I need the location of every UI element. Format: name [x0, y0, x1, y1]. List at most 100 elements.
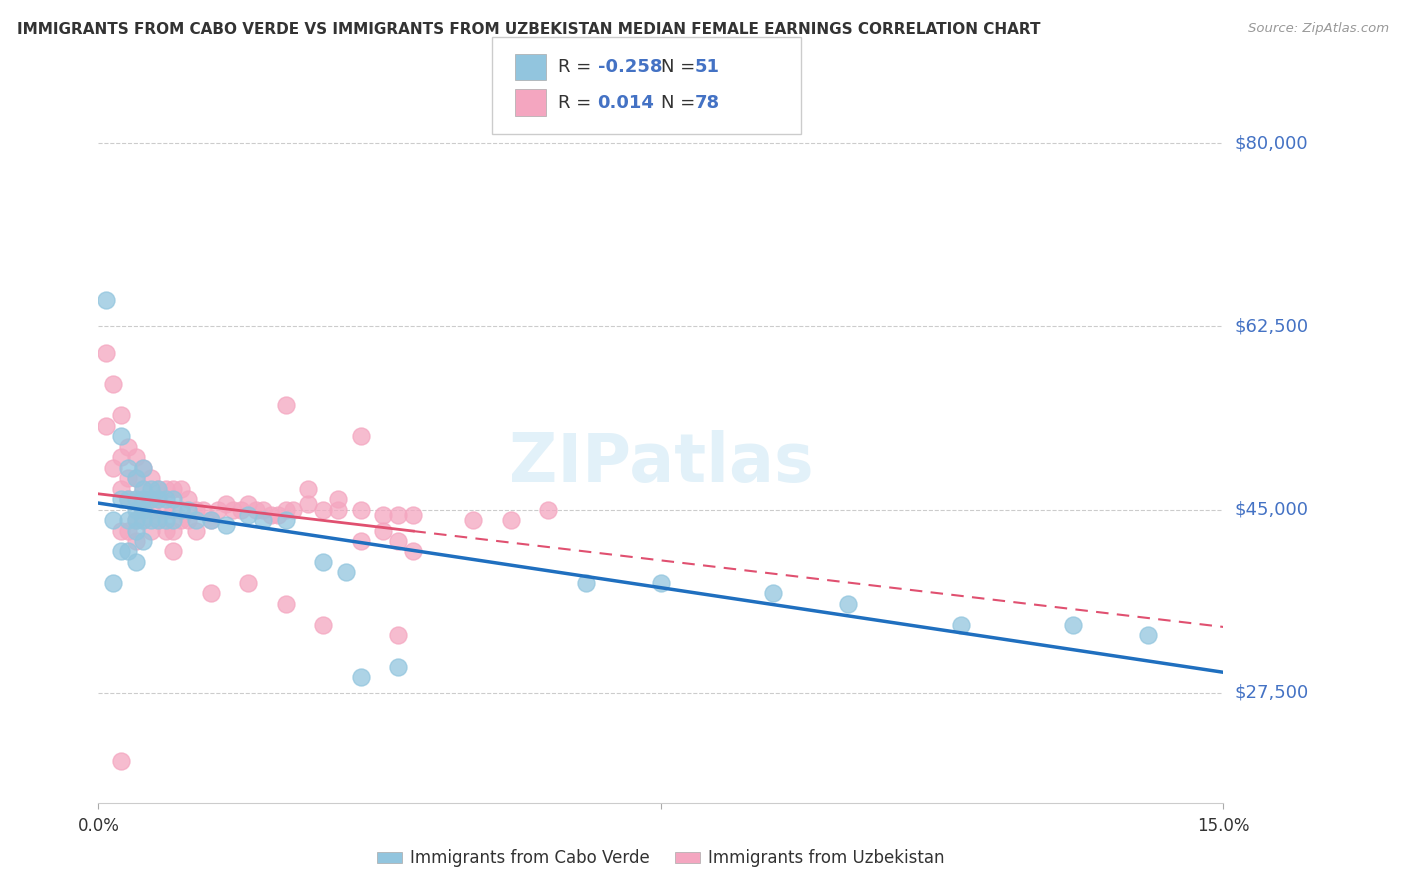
Point	[125, 492, 148, 507]
Point	[155, 482, 177, 496]
Point	[155, 524, 177, 538]
Point	[139, 471, 162, 485]
Point	[252, 513, 274, 527]
Point	[260, 508, 283, 522]
Point	[110, 754, 132, 768]
Point	[312, 502, 335, 516]
Point	[297, 482, 319, 496]
Point	[117, 524, 139, 538]
Point	[94, 293, 117, 308]
Point	[155, 492, 177, 507]
Point	[238, 508, 260, 522]
Point	[139, 502, 162, 516]
Point	[162, 492, 184, 507]
Text: ZIPatlas: ZIPatlas	[509, 430, 813, 496]
Text: 0.014: 0.014	[598, 94, 654, 112]
Point	[387, 628, 409, 642]
Point	[350, 429, 373, 443]
Point	[170, 513, 193, 527]
Point	[1137, 628, 1160, 642]
Point	[463, 513, 485, 527]
Point	[132, 482, 155, 496]
Point	[132, 513, 155, 527]
Point	[125, 502, 148, 516]
Point	[387, 508, 409, 522]
Point	[162, 524, 184, 538]
Point	[762, 586, 785, 600]
Point	[297, 497, 319, 511]
Point	[103, 376, 125, 391]
Point	[177, 492, 200, 507]
Text: Source: ZipAtlas.com: Source: ZipAtlas.com	[1249, 22, 1389, 36]
Point	[949, 617, 972, 632]
Point	[103, 513, 125, 527]
Point	[148, 492, 170, 507]
Point	[132, 534, 155, 549]
Point	[148, 513, 170, 527]
Point	[335, 566, 357, 580]
Point	[402, 544, 425, 558]
Point	[132, 482, 155, 496]
Point	[283, 502, 305, 516]
Point	[117, 492, 139, 507]
Point	[328, 502, 350, 516]
Point	[184, 502, 207, 516]
Point	[162, 502, 184, 516]
Text: N =: N =	[661, 58, 700, 76]
Point	[274, 398, 297, 412]
Text: R =: R =	[558, 94, 598, 112]
Point	[110, 450, 132, 465]
Point	[274, 597, 297, 611]
Point	[267, 508, 290, 522]
Point	[373, 524, 395, 538]
Point	[200, 586, 222, 600]
Point	[537, 502, 560, 516]
Point	[274, 502, 297, 516]
Point	[148, 492, 170, 507]
Point	[103, 575, 125, 590]
Point	[575, 575, 598, 590]
Point	[350, 670, 373, 684]
Point	[229, 502, 252, 516]
Point	[139, 513, 162, 527]
Point	[222, 502, 245, 516]
Point	[132, 502, 155, 516]
Point	[402, 508, 425, 522]
Point	[125, 513, 148, 527]
Point	[139, 492, 162, 507]
Point	[155, 513, 177, 527]
Point	[110, 492, 132, 507]
Point	[274, 513, 297, 527]
Point	[117, 544, 139, 558]
Point	[155, 502, 177, 516]
Point	[94, 345, 117, 359]
Point	[215, 518, 238, 533]
Point	[193, 502, 215, 516]
Point	[132, 492, 155, 507]
Point	[200, 513, 222, 527]
Point	[650, 575, 672, 590]
Legend: Immigrants from Cabo Verde, Immigrants from Uzbekistan: Immigrants from Cabo Verde, Immigrants f…	[370, 843, 952, 874]
Point	[238, 575, 260, 590]
Point	[139, 524, 162, 538]
Point	[117, 492, 139, 507]
Point	[117, 471, 139, 485]
Point	[148, 482, 170, 496]
Point	[245, 502, 267, 516]
Point	[148, 513, 170, 527]
Point	[170, 482, 193, 496]
Point	[387, 659, 409, 673]
Point	[177, 502, 200, 516]
Point	[1062, 617, 1084, 632]
Point	[117, 440, 139, 454]
Point	[350, 534, 373, 549]
Point	[139, 492, 162, 507]
Point	[139, 482, 162, 496]
Point	[184, 513, 207, 527]
Point	[110, 429, 132, 443]
Point	[132, 502, 155, 516]
Text: $80,000: $80,000	[1234, 134, 1308, 153]
Point	[125, 492, 148, 507]
Point	[162, 482, 184, 496]
Point	[110, 524, 132, 538]
